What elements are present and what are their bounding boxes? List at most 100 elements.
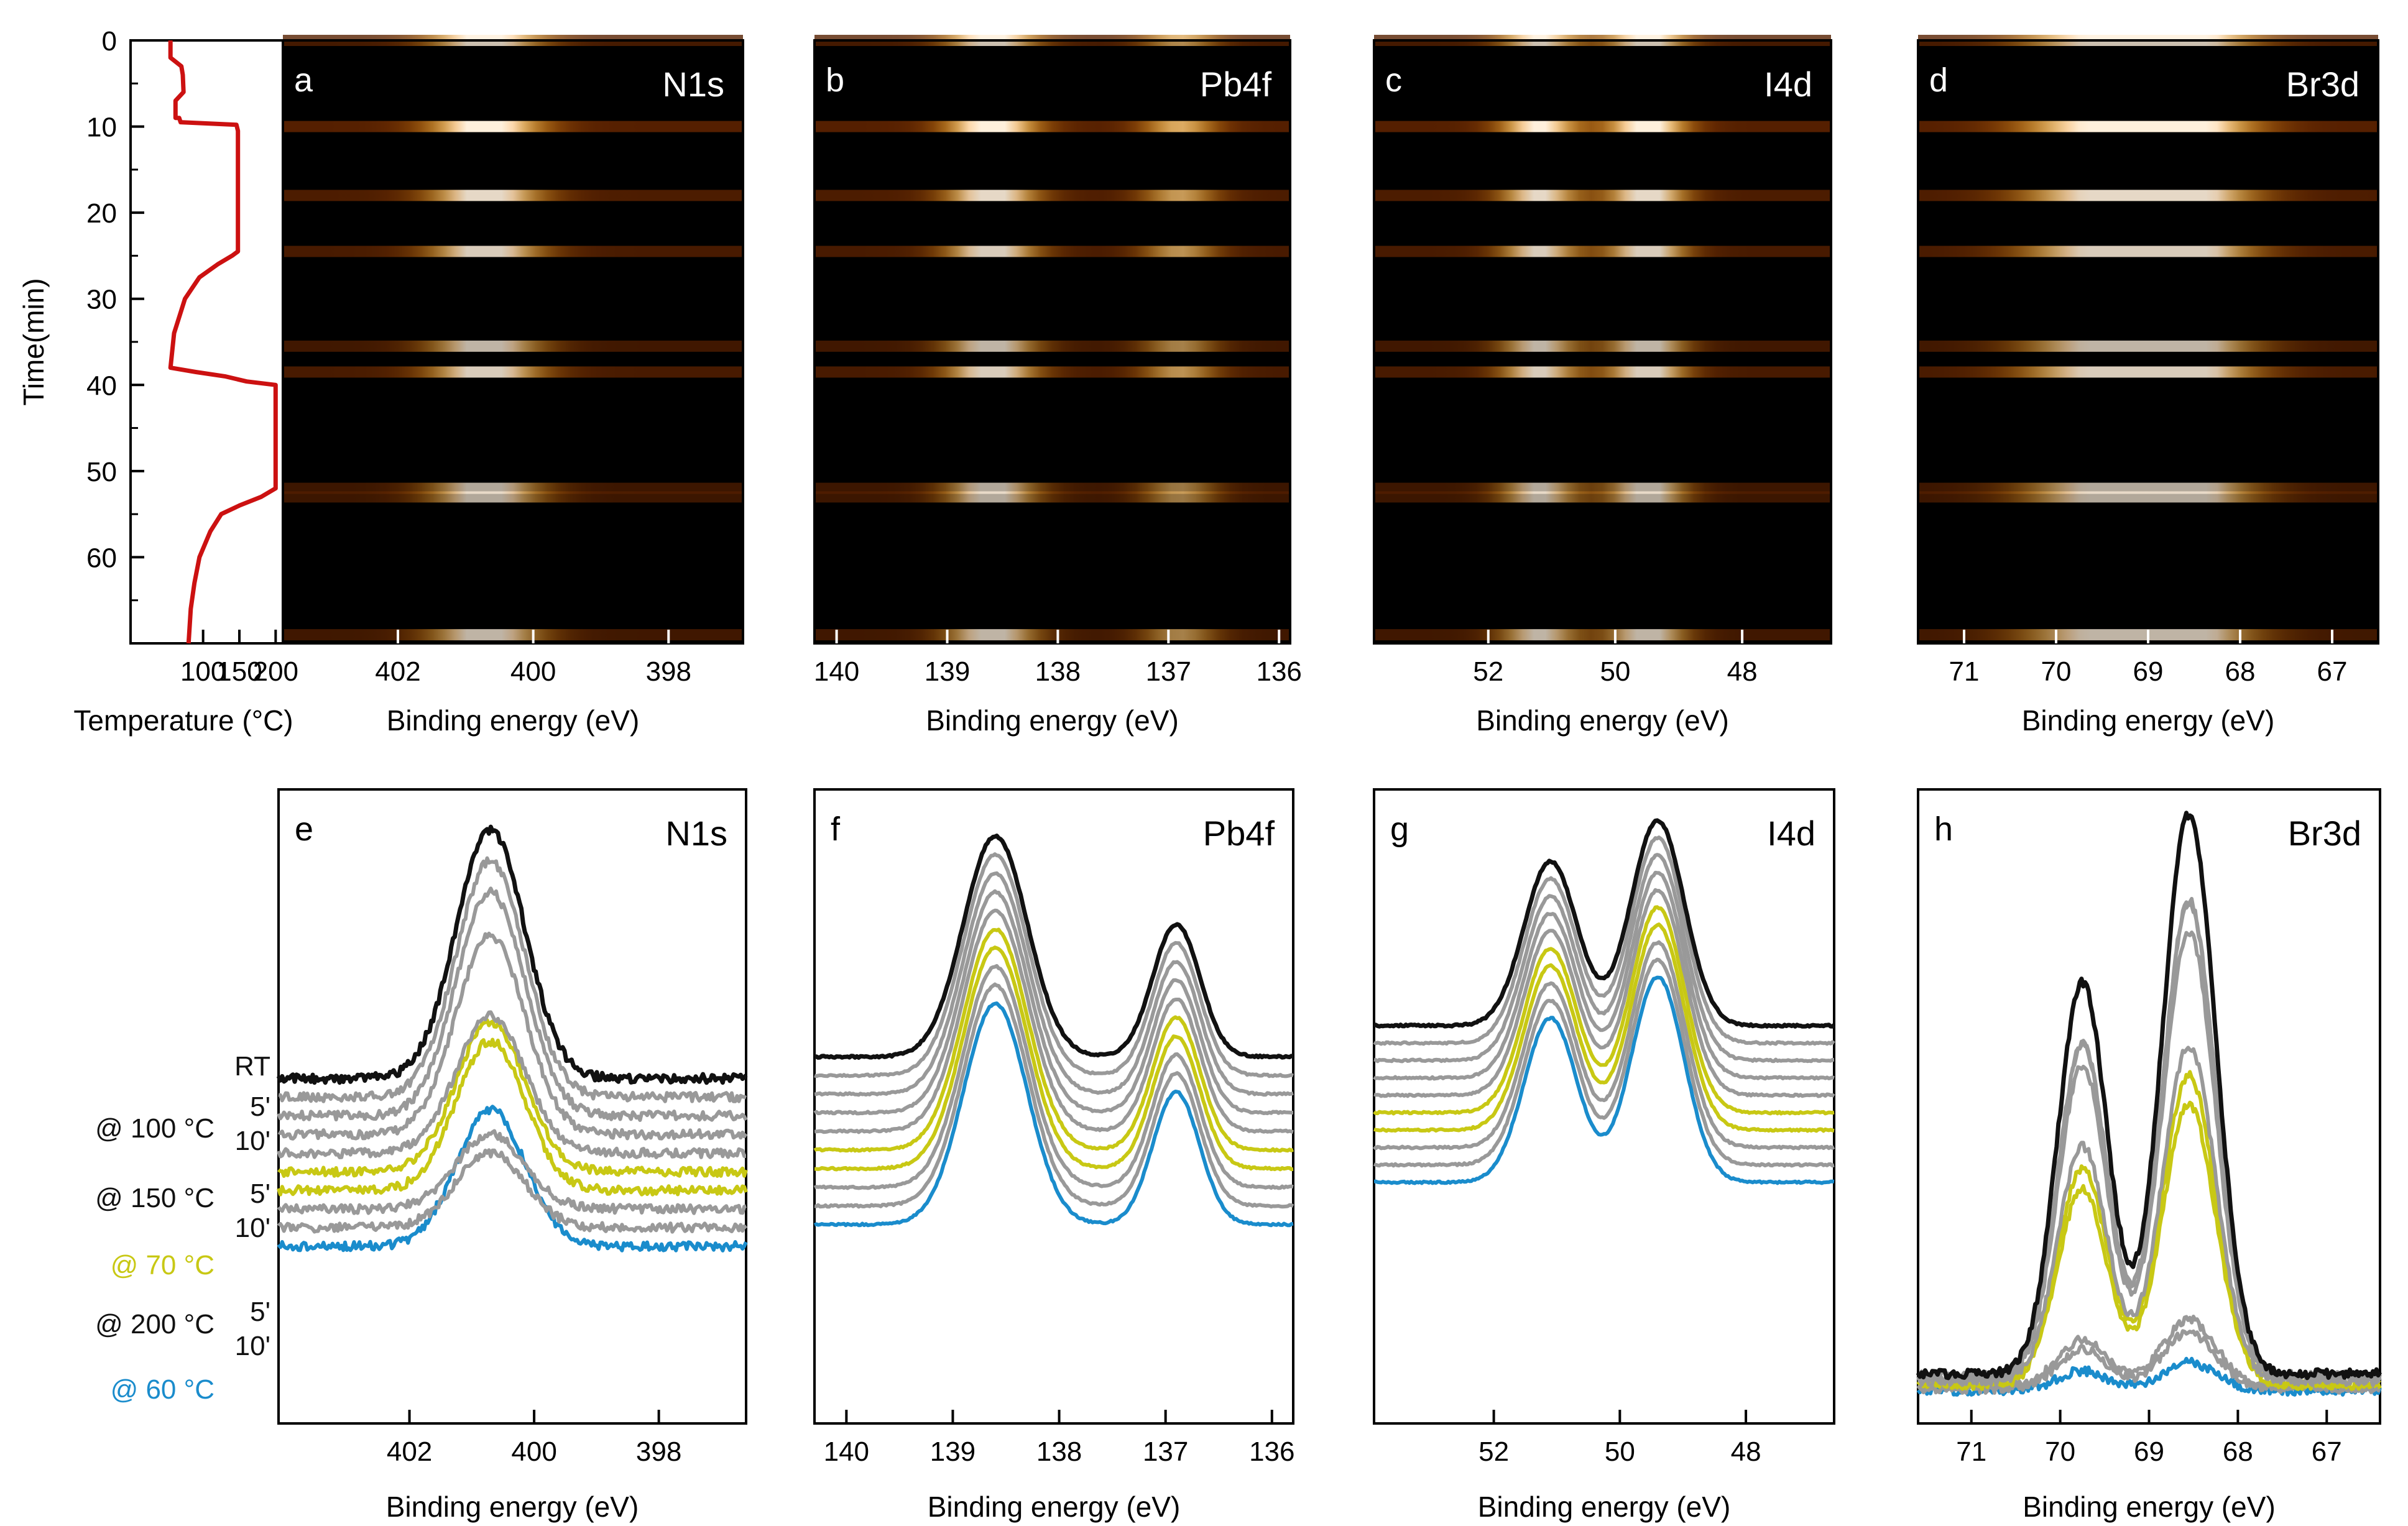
spectrum-trace	[814, 834, 1294, 1060]
spectrum-trace	[1373, 975, 1835, 1185]
spectra-panel-title: I4d	[1767, 814, 1815, 853]
map-axis-label: Binding energy (eV)	[387, 704, 640, 737]
map-spectrum-band	[283, 190, 743, 201]
temperature-tick-label: 100	[180, 656, 226, 687]
spectrum-trace	[1373, 853, 1835, 1064]
temperature-profile-line	[168, 40, 278, 644]
legend-label: @ 150 °C	[95, 1183, 215, 1213]
time-tick-label: 60	[86, 543, 117, 573]
map-tick-label: 48	[1727, 656, 1758, 687]
spectra-panel-letter: g	[1390, 811, 1409, 848]
time-tick-label: 10	[86, 113, 117, 143]
spectra-tick-label: 48	[1731, 1436, 1761, 1467]
spectra-axis-label: Binding energy (eV)	[1478, 1491, 1731, 1523]
map-tick-label: 69	[2133, 656, 2164, 687]
spectrum-trace	[813, 927, 1294, 1153]
map-panel-letter: b	[826, 62, 844, 99]
spectra-tick-label: 69	[2134, 1436, 2164, 1467]
spectra-axis-label: Binding energy (eV)	[2023, 1491, 2276, 1523]
map-spectrum-band	[814, 482, 1290, 494]
map-spectrum-band	[1918, 491, 2378, 503]
map-spectrum-band	[283, 340, 743, 352]
map-tick-label: 140	[814, 656, 859, 687]
map-panel-title: I4d	[1764, 65, 1812, 104]
spectrum-trace	[1373, 888, 1835, 1098]
spectra-tick-label: 402	[387, 1436, 432, 1467]
time-tick-label: 50	[86, 457, 117, 487]
map-spectrum-band	[283, 629, 743, 641]
map-tick-label: 71	[1949, 656, 1980, 687]
spectra-panel-title: N1s	[665, 814, 727, 853]
map-axis-label: Binding energy (eV)	[2022, 704, 2275, 737]
map-tick-label: 52	[1473, 656, 1503, 687]
map-panel-title: Br3d	[2286, 65, 2360, 104]
map-spectrum-band	[283, 491, 743, 503]
spectrum-trace	[276, 824, 748, 1085]
spectrum-trace	[277, 1010, 747, 1159]
legend-label: @ 60 °C	[111, 1374, 215, 1405]
legend-label: @ 200 °C	[95, 1309, 215, 1340]
map-panel-c: 52 50 48 Binding energy (eV) c I4d	[1373, 35, 1832, 737]
map-frame	[1373, 39, 1832, 645]
spectrum-trace	[278, 856, 747, 1103]
time-tick-label: 30	[86, 285, 117, 315]
spectrum-trace	[813, 1001, 1294, 1228]
map-panel-d: 71 70 69 68 67 Binding energy (eV) d Br3d	[1917, 35, 2379, 737]
map-axis-label: Binding energy (eV)	[926, 704, 1179, 737]
spectrum-trace	[1373, 870, 1835, 1081]
spectrum-trace	[277, 1129, 747, 1215]
map-spectrum-band	[1918, 366, 2378, 378]
map-frame	[813, 39, 1291, 645]
map-tick-label: 138	[1035, 656, 1081, 687]
spectrum-trace	[814, 908, 1294, 1134]
spectra-tick-label: 67	[2312, 1436, 2342, 1467]
time-axis-label: Time(min)	[17, 278, 50, 405]
legend-label: @ 100 °C	[95, 1113, 215, 1144]
spectrum-trace	[277, 1105, 748, 1253]
time-tick-label: 20	[86, 198, 117, 229]
legend-label: 10'	[235, 1331, 270, 1361]
map-panel-letter: c	[1385, 62, 1402, 99]
spectrum-trace	[277, 1148, 748, 1234]
map-tick-label: 68	[2225, 656, 2256, 687]
map-tick-label: 70	[2041, 656, 2072, 687]
spectrum-trace	[813, 889, 1293, 1116]
map-spectrum-band	[1918, 246, 2378, 257]
legend-label: 5'	[250, 1179, 270, 1209]
spectra-tick-label: 398	[636, 1436, 681, 1467]
spectra-panel-h: 71 70 69 68 67 Binding energy (eV) h Br3d	[1916, 788, 2383, 1523]
map-tick-label: 398	[646, 656, 691, 687]
legend-label: 10'	[235, 1126, 270, 1156]
spectrum-trace	[277, 1037, 748, 1197]
spectrum-trace	[277, 1018, 748, 1178]
spectrum-trace	[814, 982, 1294, 1209]
spectrum-trace	[814, 852, 1294, 1078]
spectra-tick-label: 140	[824, 1436, 869, 1467]
spectrum-trace	[277, 931, 748, 1141]
temperature-axes-frame	[129, 39, 284, 645]
spectra-tick-label: 136	[1249, 1436, 1294, 1467]
time-tick-label: 40	[86, 370, 117, 401]
map-spectrum-band	[814, 629, 1290, 641]
spectra-frame	[1373, 788, 1835, 1425]
spectra-panel-e: 402 400 398 Binding energy (eV) e N1s	[276, 788, 748, 1523]
spectra-tick-label: 68	[2223, 1436, 2253, 1467]
map-spectrum-band	[814, 340, 1290, 352]
spectra-panel-letter: f	[831, 811, 841, 848]
map-panel-title: N1s	[662, 65, 724, 104]
map-tick-label: 139	[925, 656, 970, 687]
map-spectrum-band	[1918, 340, 2378, 352]
spectra-tick-label: 139	[930, 1436, 976, 1467]
temperature-tick-label: 200	[253, 656, 298, 687]
map-spectrum-band	[1374, 366, 1831, 378]
map-spectrum-band	[814, 190, 1290, 201]
map-spectrum-band	[814, 121, 1290, 132]
map-tick-label: 50	[1600, 656, 1630, 687]
spectrum-trace	[1916, 811, 2383, 1381]
map-spectrum-band	[1374, 121, 1831, 132]
map-tick-label: 136	[1256, 656, 1301, 687]
